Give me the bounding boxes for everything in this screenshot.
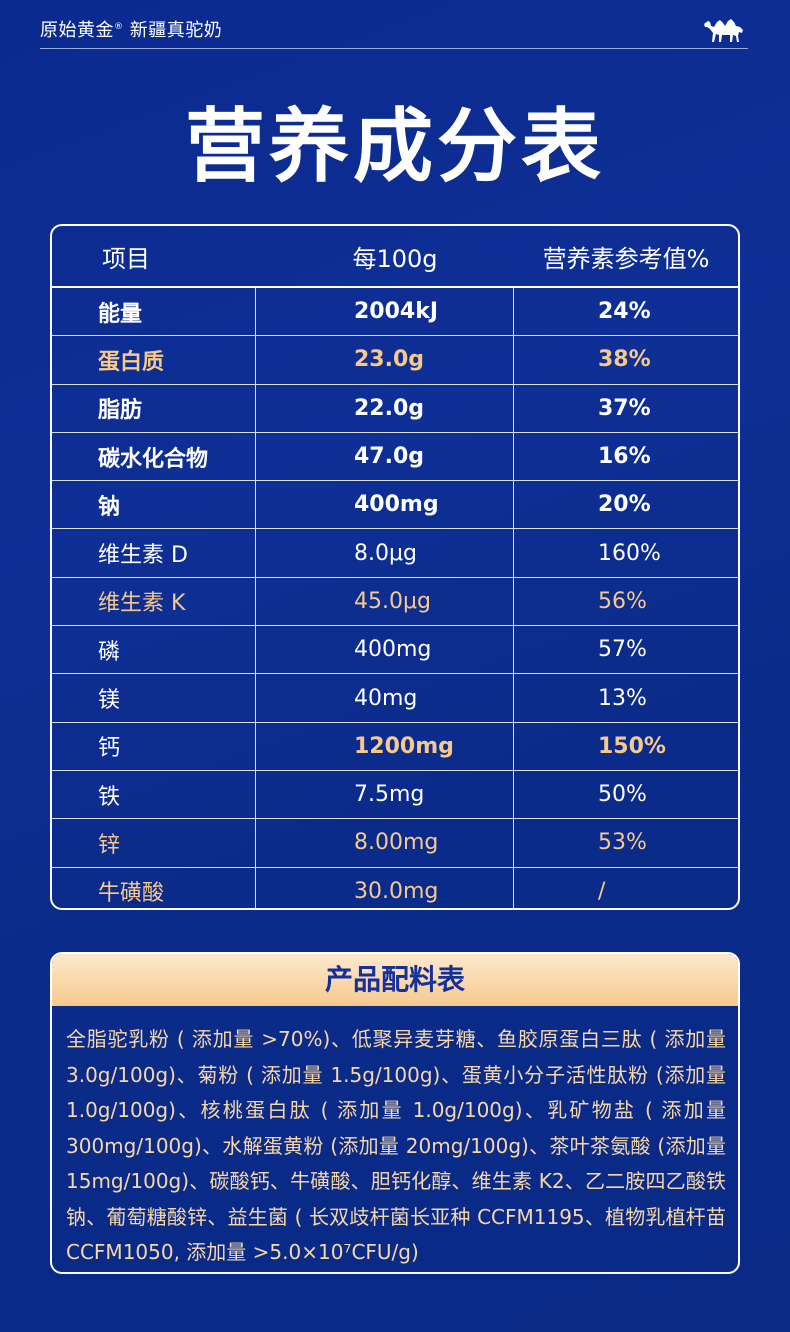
nutrient-amount: 400mg [256, 481, 514, 529]
nutrient-nrv: 150% [598, 733, 666, 759]
table-row: 钠 400mg 20% [52, 481, 738, 530]
table-row: 碳水化合物 47.0g 16% [52, 432, 738, 482]
nutrient-amount: 8.00mg [256, 819, 514, 867]
nutrient-name: 锌 [52, 819, 256, 867]
header-nrv: 营养素参考值% [542, 244, 710, 273]
table-row: 磷 400mg 57% [52, 626, 738, 675]
nutrient-nrv: / [598, 878, 606, 904]
table-row: 能量 2004kJ 24% [52, 288, 738, 337]
table-row: 维生素 K 45.0μg 56% [52, 577, 738, 627]
nutrient-name: 脂肪 [52, 384, 256, 432]
nutrient-amount: 40mg [256, 674, 514, 722]
table-header: 项目 每100g 营养素参考值% [52, 226, 738, 286]
nutrient-amount: 23.0g [256, 336, 514, 384]
nutrient-amount: 8.0μg [256, 529, 514, 577]
nutrient-nrv: 37% [598, 395, 651, 421]
nutrient-amount: 22.0g [256, 384, 514, 432]
nutrient-name: 牛磺酸 [52, 867, 256, 908]
table-body: 能量 2004kJ 24% 蛋白质 23.0g 38% 脂肪 22.0g 37%… [52, 286, 738, 908]
nutrient-name: 碳水化合物 [52, 432, 256, 481]
ingredients-text: 全脂驼乳粉 ( 添加量 >70%)、低聚异麦芽糖、鱼胶原蛋白三肽 ( 添加量 3… [66, 1027, 726, 1264]
table-row: 锌 8.00mg 53% [52, 819, 738, 868]
nutrient-nrv: 13% [598, 685, 647, 711]
nutrient-amount: 1200mg [256, 722, 514, 770]
registered-mark: ® [114, 22, 124, 32]
nutrient-name: 钙 [52, 722, 256, 770]
nutrient-name: 钠 [52, 481, 256, 529]
header-item: 项目 [102, 244, 150, 273]
nutrient-name: 蛋白质 [52, 336, 256, 384]
camel-icon [704, 19, 743, 42]
top-bar: 原始黄金® 新疆真驼奶 [40, 12, 748, 49]
header-per-100g: 每100g [352, 244, 438, 273]
nutrient-amount: 30.0mg [256, 867, 514, 908]
nutrient-nrv: 16% [598, 444, 651, 470]
table-row: 铁 7.5mg 50% [52, 770, 738, 820]
nutrient-nrv: 57% [598, 637, 647, 663]
brand-name: 原始黄金 [40, 20, 114, 41]
nutrition-table: 项目 每100g 营养素参考值% 能量 2004kJ 24% 蛋白质 23.0g… [50, 224, 740, 910]
nutrient-nrv: 24% [598, 299, 651, 325]
brand-line: 原始黄金® 新疆真驼奶 [40, 16, 222, 42]
nutrient-amount: 400mg [256, 626, 514, 674]
ingredients-title: 产品配料表 [52, 954, 738, 1006]
nutrient-nrv: 56% [598, 588, 647, 614]
page-title: 营养成分表 [185, 100, 605, 193]
nutrient-name: 维生素 K [52, 577, 256, 626]
table-row: 脂肪 22.0g 37% [52, 384, 738, 433]
table-row: 蛋白质 23.0g 38% [52, 336, 738, 385]
table-row: 镁 40mg 13% [52, 674, 738, 723]
nutrient-amount: 45.0μg [256, 577, 514, 626]
table-row: 维生素 D 8.0μg 160% [52, 529, 738, 578]
nutrient-nrv: 50% [598, 782, 647, 808]
nutrient-name: 镁 [52, 674, 256, 722]
nutrient-name: 磷 [52, 626, 256, 674]
table-row: 钙 1200mg 150% [52, 722, 738, 771]
nutrient-nrv: 160% [598, 540, 661, 566]
nutrient-name: 维生素 D [52, 529, 256, 577]
nutrient-name: 铁 [52, 770, 256, 819]
nutrient-name: 能量 [52, 288, 256, 336]
nutrient-amount: 2004kJ [256, 288, 514, 336]
nutrient-nrv: 53% [598, 830, 647, 856]
nutrient-nrv: 20% [598, 492, 651, 518]
ingredients-panel: 产品配料表 全脂驼乳粉 ( 添加量 >70%)、低聚异麦芽糖、鱼胶原蛋白三肽 (… [50, 952, 740, 1274]
table-row: 牛磺酸 30.0mg / [52, 867, 738, 908]
brand-subtitle: 新疆真驼奶 [129, 20, 223, 41]
nutrient-amount: 7.5mg [256, 770, 514, 819]
nutrient-amount: 47.0g [256, 432, 514, 481]
nutrient-nrv: 38% [598, 347, 651, 373]
